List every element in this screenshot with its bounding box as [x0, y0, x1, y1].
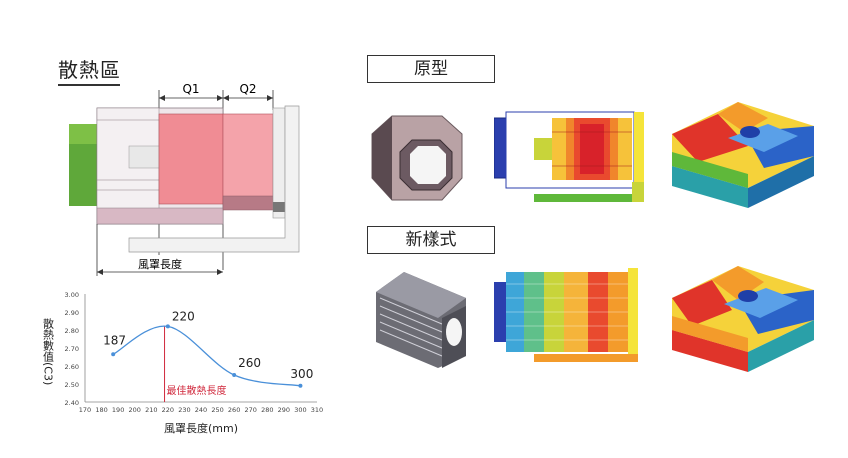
- l-bracket: [128, 105, 300, 253]
- q1-arrow-right: [217, 95, 223, 101]
- series-line: [112, 325, 301, 387]
- y-tick-label: 2.90: [65, 309, 79, 317]
- q2-heat-region: [222, 113, 274, 205]
- x-tick-label: 200: [129, 406, 141, 414]
- data-point: [232, 373, 237, 377]
- y-tick-label: 2.80: [65, 327, 79, 335]
- heat-dissipation-chart: 2.40 2.50 2.60 2.70 2.80 2.90 3.00 170 180 190 200…: [42, 291, 324, 435]
- optimum-label: 最佳散熱長度: [167, 384, 227, 397]
- new-style-3d-block: [672, 266, 814, 372]
- prototype-label: 原型: [367, 55, 495, 83]
- x-tick-label: 260: [228, 406, 240, 414]
- q1-arrow-left: [159, 95, 165, 101]
- q2-arrow-right: [267, 95, 273, 101]
- new-style-thermal-section: [494, 268, 638, 362]
- new-style-finned-tube: [376, 272, 466, 368]
- title-underline: [58, 84, 120, 86]
- x-tick-label: 300: [294, 406, 306, 414]
- shaft-coupling: [128, 145, 160, 169]
- x-tick-label: 220: [162, 406, 174, 414]
- x-tick-label: 310: [311, 406, 323, 414]
- end-cap: [272, 107, 286, 219]
- data-label: 187: [103, 333, 126, 347]
- data-label: 220: [172, 309, 195, 323]
- y-tick-label: 2.60: [65, 363, 79, 371]
- prototype-octagon-tube: [371, 115, 463, 201]
- x-tick-label: 290: [278, 406, 290, 414]
- x-tick-label: 270: [245, 406, 257, 414]
- x-tick-label: 190: [112, 406, 124, 414]
- motor-section-diagram: Q1 Q2 風罩長度: [69, 82, 300, 276]
- q1-label: Q1: [182, 82, 199, 96]
- q2-arrow-left: [223, 95, 229, 101]
- x-axis-title: 風罩長度(mm): [164, 421, 238, 435]
- q1-heat-region: [158, 113, 224, 205]
- hood-length-label: 風罩長度: [138, 257, 182, 271]
- data-point: [111, 352, 116, 357]
- y-tick-label: 2.40: [65, 399, 79, 407]
- heat-zone-title: 散熱區: [58, 58, 121, 82]
- y-tick-label: 3.00: [65, 291, 79, 299]
- y-tick-label: 2.50: [65, 381, 79, 389]
- data-point: [298, 383, 303, 388]
- x-tick-label: 210: [145, 406, 157, 414]
- prototype-3d-block: [672, 102, 814, 208]
- y-tick-label: 2.70: [65, 345, 79, 353]
- y-axis-title: 散熱數值(C3): [42, 317, 55, 386]
- data-label: 300: [290, 367, 313, 381]
- new-style-label: 新樣式: [367, 226, 495, 254]
- x-tick-label: 280: [261, 406, 273, 414]
- x-tick-label: 250: [211, 406, 223, 414]
- data-label: 260: [238, 356, 261, 370]
- x-tick-label: 240: [195, 406, 207, 414]
- x-tick-label: 170: [79, 406, 91, 414]
- data-point: [165, 324, 170, 329]
- x-tick-label: 180: [95, 406, 107, 414]
- q2-label: Q2: [239, 82, 256, 96]
- x-tick-label: 230: [178, 406, 190, 414]
- prototype-thermal-section: [494, 111, 644, 202]
